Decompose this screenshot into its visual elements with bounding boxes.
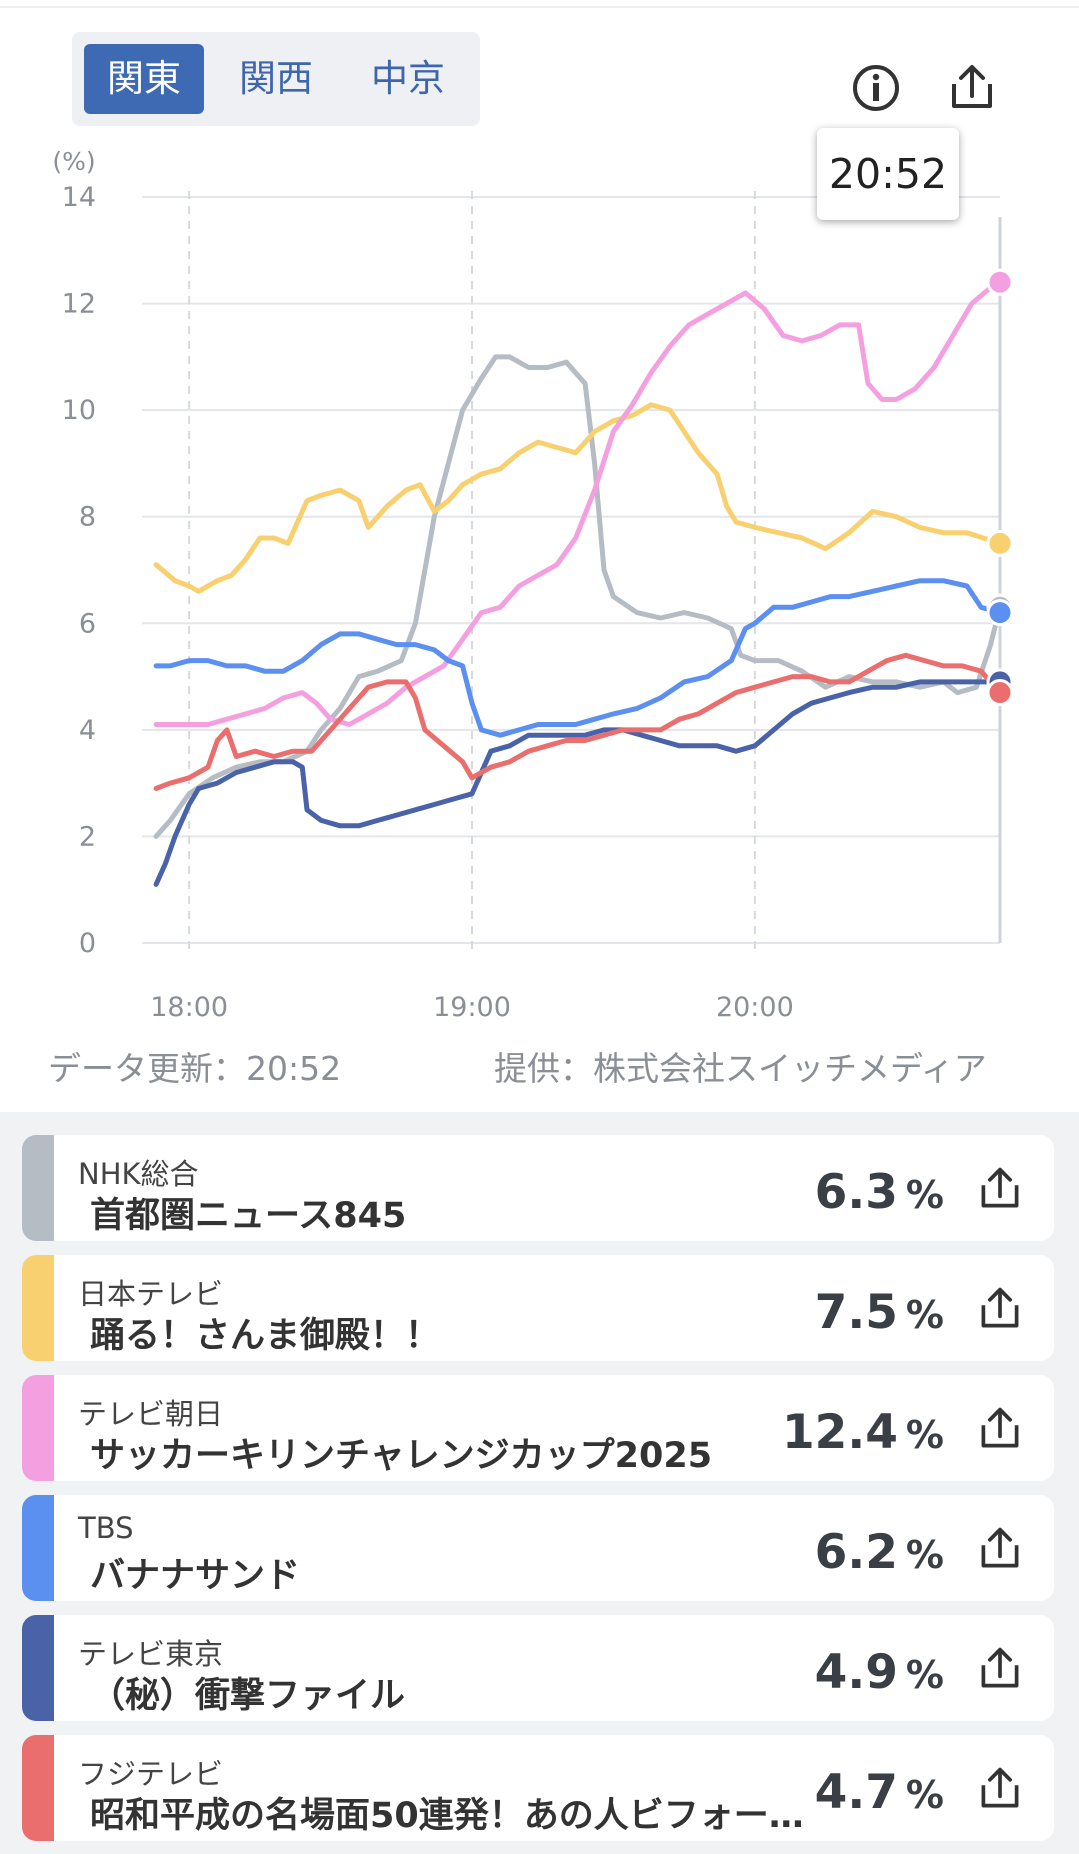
channel-card-tv-tokyo[interactable]: テレビ東京 （秘）衝撃ファイル 4.9%: [22, 1615, 1054, 1721]
series-end-point-2: [986, 268, 1014, 296]
rating-number: 7.5: [814, 1285, 898, 1340]
rating-unit: %: [905, 1533, 944, 1577]
series-end-point-3: [986, 599, 1014, 627]
rating-unit: %: [905, 1653, 944, 1697]
channel-color-bar: [22, 1735, 54, 1841]
series-line-4: [153, 679, 1003, 887]
y-tick-label: 4: [79, 715, 96, 746]
program-title: サッカーキリンチャレンジカップ2025: [90, 1436, 713, 1476]
rating-value: 6.3%: [815, 1165, 944, 1220]
share-icon[interactable]: [976, 1405, 1024, 1453]
x-tick-label: 19:00: [433, 992, 511, 1020]
share-icon[interactable]: [976, 1645, 1024, 1693]
channel-color-bar: [22, 1495, 54, 1601]
program-title: 踊る！さんま御殿！！: [90, 1316, 441, 1356]
update-time: データ更新：20:52: [48, 1049, 342, 1088]
rating-number: 4.9: [814, 1645, 898, 1700]
channel-color-bar: [22, 1375, 54, 1481]
x-tick-label: 20:00: [716, 992, 794, 1020]
series-line-2: [153, 279, 1003, 727]
channel-list: NHK総合 首都圏ニュース845 6.3% 日本テレビ 踊る！さんま御殿！！ 7…: [0, 1112, 1079, 1854]
program-title: 首都圏ニュース845: [90, 1196, 407, 1236]
region-tabs: 関東 関西 中京: [72, 32, 480, 126]
y-tick-label: 6: [79, 608, 96, 639]
channel-name: TBS: [78, 1511, 134, 1545]
channel-card-fuji-tv[interactable]: フジテレビ 昭和平成の名場面50連発！あの人ビフォー… 4.7%: [22, 1735, 1054, 1841]
share-icon[interactable]: [976, 1285, 1024, 1333]
rating-unit: %: [905, 1413, 944, 1457]
program-title: （秘）衝撃ファイル: [90, 1676, 406, 1716]
channel-name: 日本テレビ: [78, 1277, 224, 1311]
channel-name: NHK総合: [78, 1157, 199, 1191]
channel-card-tv-asahi[interactable]: テレビ朝日 サッカーキリンチャレンジカップ2025 12.4%: [22, 1375, 1054, 1481]
channel-card-tbs[interactable]: TBS バナナサンド 6.2%: [22, 1495, 1054, 1601]
channel-color-bar: [22, 1255, 54, 1361]
rating-number: 12.4: [781, 1405, 898, 1460]
program-title: 昭和平成の名場面50連発！あの人ビフォー…: [90, 1796, 804, 1836]
time-tooltip: 20:52: [817, 128, 959, 220]
rating-value: 6.2%: [815, 1525, 944, 1580]
y-tick-label: 0: [79, 928, 96, 959]
rating-chart: 0 2 4 6 8 10 12 14 (%) 18:00 19:00 20:00: [52, 147, 1014, 1020]
channel-color-bar: [22, 1615, 54, 1721]
provider-credit: 提供：株式会社スイッチメディア: [494, 1049, 987, 1088]
tab-kanto[interactable]: 関東: [84, 44, 204, 114]
channel-card-ntv[interactable]: 日本テレビ 踊る！さんま御殿！！ 7.5%: [22, 1255, 1054, 1361]
series-end-point-1: [986, 529, 1014, 557]
y-tick-label: 12: [62, 289, 96, 320]
tab-chukyo[interactable]: 中京: [371, 57, 445, 100]
rating-unit: %: [905, 1293, 944, 1337]
y-tick-label: 8: [79, 502, 96, 533]
share-icon[interactable]: [946, 62, 998, 114]
rating-number: 4.7: [814, 1765, 898, 1820]
series-line-5: [153, 652, 1003, 791]
y-unit-label: (%): [52, 147, 95, 176]
share-icon[interactable]: [976, 1165, 1024, 1213]
rating-value: 4.9%: [815, 1645, 944, 1700]
program-title: バナナサンド: [90, 1556, 301, 1596]
tab-kansai[interactable]: 関西: [239, 57, 313, 100]
channel-name: テレビ朝日: [78, 1397, 224, 1431]
share-icon[interactable]: [976, 1765, 1024, 1813]
channel-card-nhk[interactable]: NHK総合 首都圏ニュース845 6.3%: [22, 1135, 1054, 1241]
channel-name: フジテレビ: [78, 1757, 224, 1791]
top-divider: [0, 0, 1079, 8]
series-line-0: [153, 354, 1003, 839]
series-end-point-5: [986, 679, 1014, 707]
channel-name: テレビ東京: [78, 1637, 224, 1671]
info-icon[interactable]: [850, 62, 902, 114]
rating-unit: %: [905, 1173, 944, 1217]
rating-number: 6.3: [814, 1165, 898, 1220]
y-tick-label: 2: [79, 821, 96, 852]
rating-value: 12.4%: [782, 1405, 944, 1460]
share-icon[interactable]: [976, 1525, 1024, 1573]
channel-color-bar: [22, 1135, 54, 1241]
series-line-1: [153, 402, 1003, 594]
y-tick-label: 14: [62, 182, 96, 213]
rating-value: 7.5%: [815, 1285, 944, 1340]
y-tick-label: 10: [62, 395, 96, 426]
series-line-3: [153, 578, 1003, 738]
x-tick-label: 18:00: [150, 992, 228, 1020]
rating-unit: %: [905, 1773, 944, 1817]
rating-number: 6.2: [814, 1525, 898, 1580]
rating-value: 4.7%: [815, 1765, 944, 1820]
